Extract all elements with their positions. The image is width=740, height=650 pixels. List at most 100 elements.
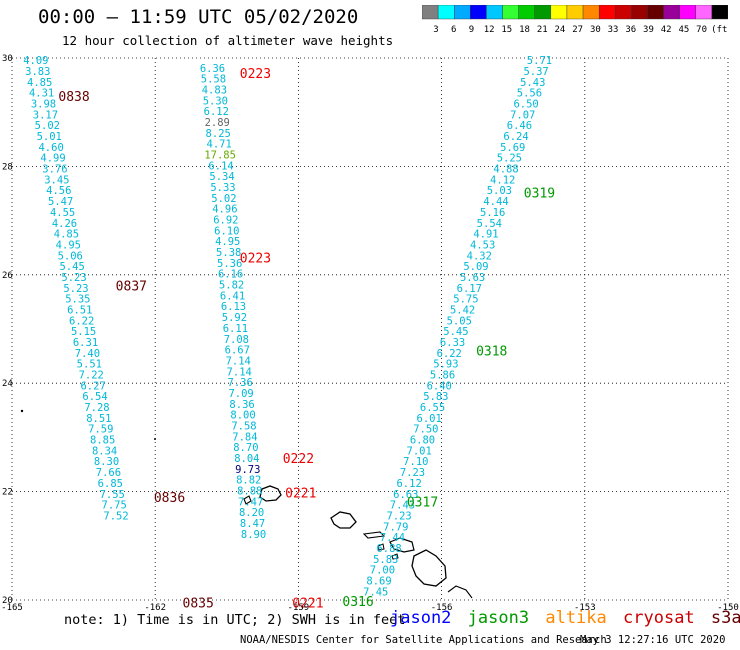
wave-height-value: 3.98 [31, 99, 56, 111]
wave-height-value: 6.31 [73, 337, 98, 349]
wave-height-value: 8.51 [86, 413, 111, 425]
island-lanai [377, 543, 385, 551]
wave-height-value: 6.14 [208, 160, 233, 172]
wave-height-value: 5.05 [447, 315, 472, 327]
wave-height-value: 7.14 [226, 355, 251, 367]
wave-height-value: 6.12 [204, 106, 229, 118]
wave-height-value: 6.40 [427, 380, 452, 392]
wave-height-value: 4.09 [23, 55, 48, 67]
x-tick-label: -156 [431, 603, 453, 613]
wave-height-value: 8.85 [90, 435, 115, 447]
wave-height-value: 6.24 [503, 131, 528, 143]
wave-height-value: 5.51 [77, 359, 102, 371]
wave-height-value: 7.52 [103, 510, 128, 522]
x-tick-label: -150 [717, 603, 739, 613]
wave-height-value: 5.45 [443, 326, 468, 338]
x-tick-label: -159 [288, 603, 310, 613]
wave-height-value: 5.09 [463, 261, 488, 273]
wave-height-value: 7.50 [413, 424, 438, 436]
wave-height-value: 7.08 [224, 334, 249, 346]
island-maui [389, 537, 415, 553]
wave-height-value: 5.86 [430, 370, 455, 382]
colorbar-tick-label: 27 [572, 25, 583, 35]
wave-height-value: 8.04 [234, 453, 259, 465]
wave-height-value: 8.00 [230, 410, 255, 422]
wave-height-value: 5.69 [500, 142, 525, 154]
wave-height-value: 3.76 [42, 164, 67, 176]
wave-height-value: 3.45 [44, 174, 69, 186]
wave-height-value: 7.47 [238, 496, 263, 508]
wave-height-value: 5.83 [423, 391, 448, 403]
wave-height-value: 6.11 [223, 323, 248, 335]
wave-height-value: 4.88 [493, 164, 518, 176]
wave-height-value: 6.33 [440, 337, 465, 349]
wave-height-value: 4.95 [215, 236, 240, 248]
wave-height-value: 5.30 [203, 95, 228, 107]
wave-height-value: 7.45 [363, 586, 388, 598]
wave-height-value: 8.20 [239, 507, 264, 519]
wave-height-value: 8.88 [237, 486, 262, 498]
wave-height-value: 4.53 [470, 239, 495, 251]
wave-height-value: 5.23 [63, 283, 88, 295]
wave-height-value: 5.75 [453, 294, 478, 306]
wave-height-value: 5.83 [373, 554, 398, 566]
generated-timestamp: May 3 12:27:16 UTC 2020 [580, 634, 726, 646]
wave-height-value: 5.06 [58, 250, 83, 262]
colorbar-tick-label: 18 [519, 25, 530, 35]
wave-height-value: 6.51 [67, 304, 92, 316]
wave-height-value: 4.55 [50, 207, 75, 219]
wave-height-value: 5.01 [37, 131, 62, 143]
wave-height-value: 5.63 [460, 272, 485, 284]
colorbar-tick-label: 45 [678, 25, 689, 35]
wave-height-value: 6.85 [98, 478, 123, 490]
wave-height-value: 6.17 [457, 283, 482, 295]
pass-time-label: 0836 [154, 491, 185, 506]
wave-height-value: 6.16 [218, 269, 243, 281]
wave-height-value: 7.79 [383, 521, 408, 533]
wave-height-value: 8.69 [366, 575, 391, 587]
wave-height-value: 5.37 [523, 66, 548, 78]
pass-time-label: 0837 [116, 280, 147, 295]
island-kahoolawe [391, 553, 399, 560]
wave-height-value: 8.90 [241, 529, 266, 541]
wave-height-value: 6.27 [80, 380, 105, 392]
colorbar-tick-label: 33 [608, 25, 619, 35]
wave-height-value: 4.12 [490, 174, 515, 186]
legend-cryosat: cryosat [623, 608, 695, 628]
pass-time-label: 0835 [183, 597, 214, 612]
wave-height-value: 4.31 [29, 88, 54, 100]
wave-height-value: 5.71 [527, 55, 552, 67]
wave-height-value: 5.34 [209, 171, 234, 183]
pass-time-label: 0223 [240, 67, 271, 82]
colorbar-tick-label: 42 [661, 25, 672, 35]
wave-height-value: 4.96 [212, 204, 237, 216]
footer-note: note: 1) Time is in UTC; 2) SWH is in fe… [64, 612, 406, 628]
wave-height-value: 4.56 [46, 185, 71, 197]
wave-height-value: 5.02 [211, 193, 236, 205]
wave-height-value: 4.44 [483, 196, 508, 208]
pass-time-label: 0319 [524, 186, 555, 201]
wave-height-value: 7.01 [407, 445, 432, 457]
wave-height-value: 7.36 [228, 377, 253, 389]
wave-height-value: 5.54 [477, 218, 502, 230]
colorbar-tick-label: 24 [555, 25, 566, 35]
wave-height-value: 5.56 [517, 88, 542, 100]
wave-height-value: 7.44 [380, 532, 405, 544]
wave-height-value: 7.55 [100, 489, 125, 501]
wave-height-value: 4.32 [467, 250, 492, 262]
wave-height-value: 8.34 [92, 445, 117, 457]
wave-height-value: 5.35 [65, 294, 90, 306]
wave-height-value: 4.60 [38, 142, 63, 154]
legend-jason2: jason2 [390, 608, 452, 628]
island-hawaii [411, 549, 447, 587]
wave-height-value: 5.38 [216, 247, 241, 259]
colorbar-tick-label: 30 [590, 25, 601, 35]
wave-height-value: 4.26 [52, 218, 77, 230]
colorbar-swatch [711, 5, 728, 20]
wave-height-value: 6.80 [410, 435, 435, 447]
wave-height-value: 7.22 [79, 370, 104, 382]
colorbar-tick-label: 9 [469, 25, 474, 35]
wave-height-value: 5.42 [450, 304, 475, 316]
colorbar-tick-label: 6 [451, 25, 456, 35]
wave-height-value: 6.50 [513, 99, 538, 111]
